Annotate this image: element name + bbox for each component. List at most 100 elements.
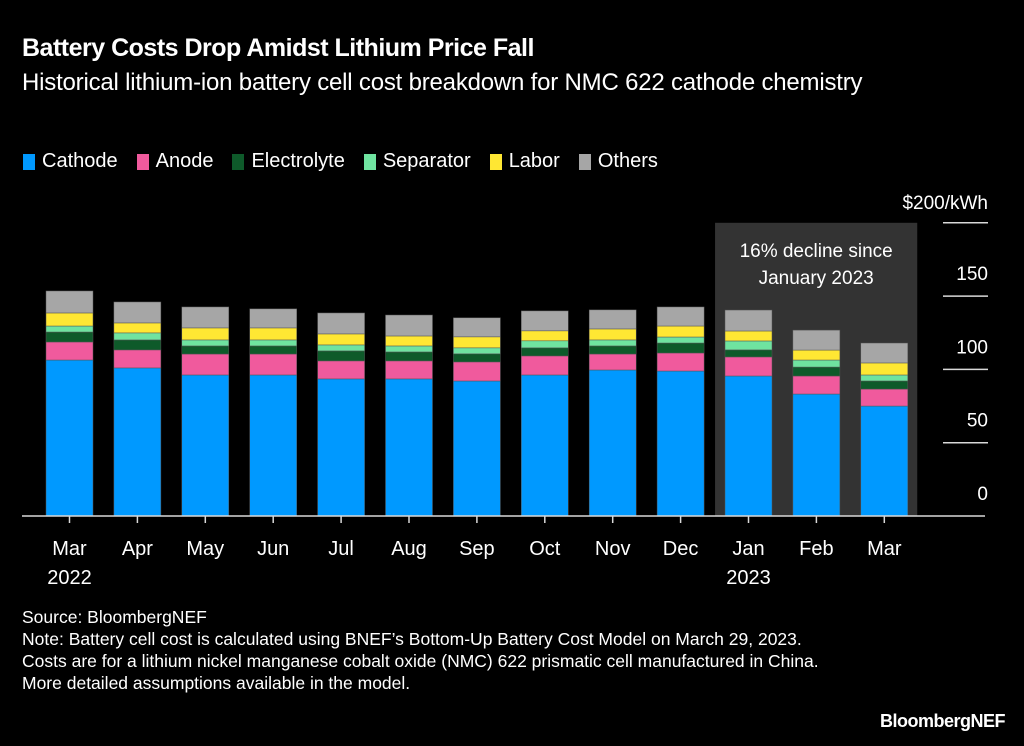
bar-segment-labor — [724, 330, 773, 342]
bar-segment-labor — [792, 349, 841, 361]
x-tick-label: Feb — [799, 538, 833, 560]
x-tick-label: May — [186, 538, 224, 560]
legend-label-cathode: Cathode — [42, 150, 118, 172]
chart-subtitle: Historical lithium-ion battery cell cost… — [22, 69, 863, 96]
bar-segment-labor — [45, 312, 94, 327]
bar-segment-others — [453, 317, 501, 338]
x-tick-label: Dec — [663, 538, 699, 560]
bar-segment-cathode — [45, 359, 94, 517]
x-tick-label: Jan — [732, 538, 764, 560]
bar-segment-separator — [45, 325, 94, 333]
bar-segment-electrolyte — [724, 349, 773, 358]
bar-segment-cathode — [113, 367, 162, 517]
bar-segment-cathode — [588, 369, 637, 517]
bar-segment-electrolyte — [453, 353, 501, 363]
legend-label-separator: Separator — [382, 150, 471, 172]
bar-segment-labor — [453, 336, 501, 349]
bar-segment-others — [181, 306, 230, 329]
bar-segment-labor — [249, 327, 297, 341]
bar-segment-anode — [113, 349, 162, 369]
x-tick-label: Jun — [257, 538, 289, 560]
bar-segment-separator — [860, 374, 909, 382]
legend: Cathode Anode Electrolyte Separator Labo… — [23, 150, 677, 173]
bar-segment-electrolyte — [656, 342, 705, 354]
bar-segment-others — [724, 309, 773, 332]
bar-segment-electrolyte — [792, 366, 841, 377]
bar-segment-anode — [317, 360, 365, 380]
bar-segment-others — [860, 342, 909, 364]
legend-swatch-others — [578, 153, 591, 170]
bar-segment-labor — [181, 327, 230, 341]
y-tick-label: 50 — [967, 411, 988, 432]
bar-segment-others — [521, 310, 569, 332]
bar-segment-electrolyte — [181, 345, 230, 355]
y-tick-label: 100 — [956, 337, 988, 358]
highlight-annotation-line1: 16% decline since — [740, 241, 893, 262]
bar-segment-separator — [113, 332, 162, 341]
bar-segment-anode — [860, 388, 909, 407]
bar-segment-electrolyte — [385, 351, 433, 362]
bar-segment-anode — [181, 353, 230, 376]
bar-segment-labor — [385, 335, 433, 347]
bar-segment-electrolyte — [860, 380, 909, 390]
source-text: Source: BloombergNEF — [22, 607, 207, 627]
bar-segment-cathode — [792, 393, 841, 517]
bar-segment-anode — [45, 341, 94, 361]
bar-segment-cathode — [453, 380, 501, 517]
bar-segment-separator — [249, 339, 297, 347]
bar-segment-others — [45, 290, 94, 314]
bar-segment-separator — [453, 347, 501, 355]
x-tick-year-label: 2023 — [726, 567, 771, 589]
legend-label-anode: Anode — [155, 150, 214, 172]
bar-segment-others — [113, 301, 162, 324]
bar-segment-anode — [724, 356, 773, 377]
bar-segment-separator — [521, 340, 569, 349]
bar-segment-others — [588, 309, 637, 330]
bar-segment-cathode — [385, 378, 433, 517]
bar-segment-electrolyte — [588, 345, 637, 355]
legend-item-cathode: Cathode — [23, 150, 118, 173]
x-tick-label: Sep — [459, 538, 495, 560]
footnotes: Source: BloombergNEF Note: Battery cell … — [22, 606, 822, 694]
stacked-bar-chart: 16% decline since January 2023 0 50 100 150 $2… — [22, 193, 988, 589]
bar-segment-cathode — [724, 375, 773, 517]
bar-segment-electrolyte — [521, 347, 569, 357]
bar-segment-cathode — [521, 374, 569, 517]
bar-segment-anode — [521, 355, 569, 376]
brand-logo: BloombergNEF — [879, 711, 1006, 731]
legend-swatch-electrolyte — [232, 153, 245, 170]
legend-item-anode: Anode — [136, 150, 214, 173]
y-tick-label: 0 — [977, 484, 988, 505]
x-tick-label: Oct — [529, 538, 561, 560]
bar-segment-others — [792, 329, 841, 351]
bar-segment-labor — [588, 328, 637, 341]
x-tick-label: Nov — [595, 538, 631, 560]
x-tick-label: Mar — [867, 538, 902, 560]
legend-swatch-anode — [136, 153, 149, 170]
chart-title: Battery Costs Drop Amidst Lithium Price … — [22, 34, 534, 62]
x-tick-year-label: 2022 — [47, 567, 92, 589]
bar-segment-labor — [860, 362, 909, 376]
bar-segment-separator — [724, 340, 773, 351]
bar-segment-separator — [181, 339, 230, 347]
legend-item-separator: Separator — [363, 150, 471, 173]
x-tick-label: Mar — [52, 538, 87, 560]
y-tick-label: 150 — [956, 264, 988, 285]
bar-segment-labor — [656, 325, 705, 338]
bar-segment-electrolyte — [45, 331, 94, 343]
bar-segment-separator — [792, 359, 841, 368]
highlight-annotation-line2: January 2023 — [759, 268, 874, 289]
bar-segment-others — [656, 306, 705, 327]
legend-swatch-separator — [363, 153, 376, 170]
bar-segment-anode — [249, 353, 297, 376]
bar-segment-labor — [317, 333, 365, 346]
bar-segment-anode — [385, 360, 433, 380]
legend-item-electrolyte: Electrolyte — [232, 150, 345, 173]
bar-segment-anode — [588, 353, 637, 371]
x-tick-label: Aug — [391, 538, 427, 560]
bar-segment-cathode — [249, 374, 297, 517]
bar-segment-cathode — [317, 378, 365, 517]
bar-segment-electrolyte — [317, 350, 365, 362]
bar-segment-anode — [453, 361, 501, 382]
bar-segment-labor — [521, 330, 569, 342]
